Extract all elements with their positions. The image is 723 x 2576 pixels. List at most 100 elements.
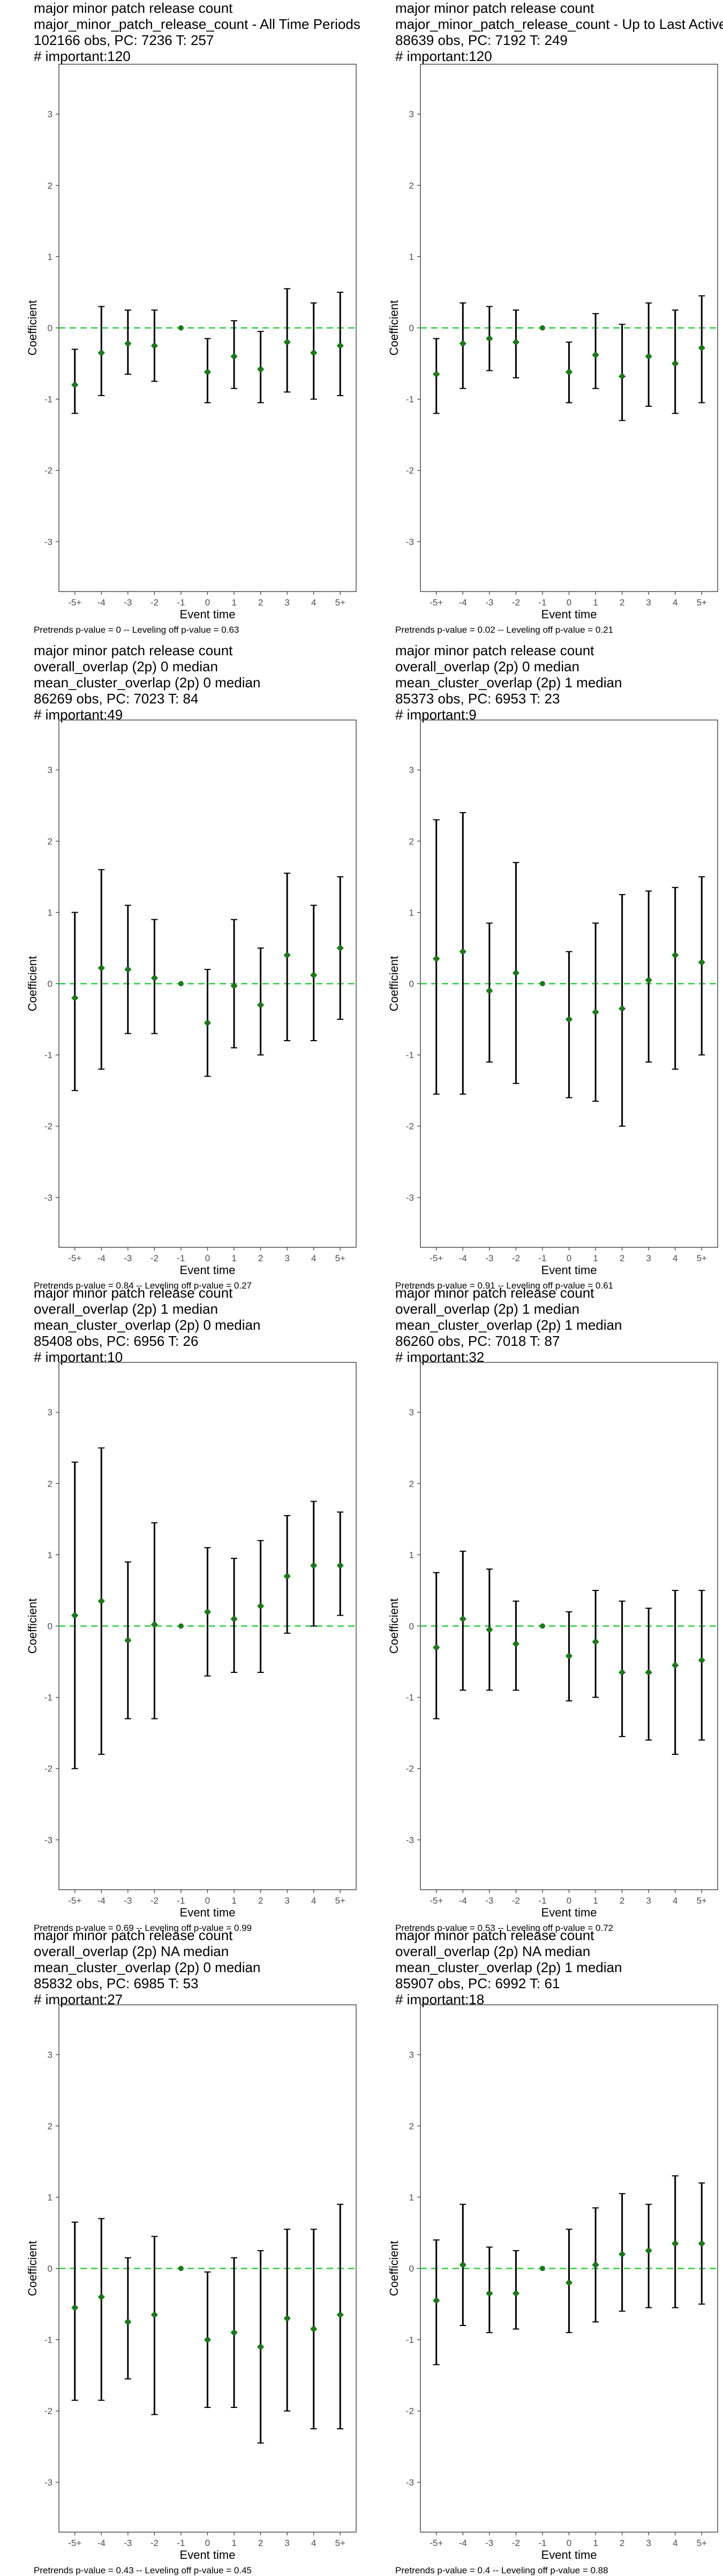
chart-title-line: major minor patch release count <box>34 1285 233 1301</box>
chart-title: major minor patch release count major_min… <box>395 0 723 64</box>
coefficient-point <box>72 2305 78 2310</box>
chart-panel: major minor patch release count overall_o… <box>387 1927 723 2575</box>
coefficient-point <box>539 325 545 331</box>
x-tick-label: 2 <box>258 597 263 608</box>
plot-svg: -3 -2 -1 0 1 2 3 -5+ -4 -3 -2 -1 0 1 2 3 4 5+ Event time Co… <box>26 1362 357 1919</box>
coefficient-point <box>460 2262 466 2268</box>
x-tick-label: -2 <box>150 1253 159 1263</box>
y-tick-label: 0 <box>409 979 414 989</box>
y-axis-title: Coefficient <box>387 2241 401 2297</box>
plot-svg: -3 -2 -1 0 1 2 3 -5+ -4 -3 -2 -1 0 1 2 3 4 5+ Event time Co… <box>26 719 357 1277</box>
y-tick-label: 0 <box>409 2264 414 2274</box>
x-tick-label: -5+ <box>68 2538 81 2548</box>
x-tick-label: -4 <box>459 1253 467 1263</box>
coefficient-point <box>699 2240 705 2246</box>
x-axis-title: Event time <box>180 608 236 621</box>
chart-title: major minor patch release count major_min… <box>34 0 387 64</box>
chart-title-line: 86260 obs, PC: 7018 T: 87 <box>395 1333 560 1349</box>
x-tick-label: 5+ <box>697 597 707 608</box>
chart-title-line: 88639 obs, PC: 7192 T: 249 <box>395 32 568 48</box>
y-tick-label: 3 <box>409 1407 414 1418</box>
chart-title-line: # important:120 <box>395 48 492 64</box>
chart-title-line: 86269 obs, PC: 7023 T: 84 <box>34 691 199 707</box>
x-tick-label: -3 <box>124 2538 132 2548</box>
x-tick-label: 4 <box>311 2538 316 2548</box>
coefficient-point <box>125 2319 131 2325</box>
y-tick-label: 0 <box>409 323 414 334</box>
coefficient-point <box>152 975 157 981</box>
coefficient-point <box>337 2312 343 2318</box>
coefficient-point <box>672 1662 678 1668</box>
coefficient-point <box>152 1622 157 1627</box>
chart-title-line: mean_cluster_overlap (2p) 0 median <box>34 1317 261 1333</box>
y-tick-label: -3 <box>44 1193 52 1203</box>
y-tick-label: 1 <box>48 907 52 918</box>
plot-svg: -3 -2 -1 0 1 2 3 -5+ -4 -3 -2 -1 0 1 2 3 4 5+ Event time Co… <box>387 64 718 621</box>
coefficient-point <box>99 2294 104 2300</box>
chart-title-line: # important:120 <box>34 48 131 64</box>
x-tick-label: -1 <box>538 1896 546 1906</box>
chart-title: major minor patch release count overall_o… <box>395 1285 723 1365</box>
y-tick-label: 2 <box>48 180 52 191</box>
x-tick-label: -4 <box>97 2538 106 2548</box>
y-tick-label: 0 <box>409 1622 414 1632</box>
x-tick-label: 3 <box>284 597 289 608</box>
x-tick-label: -1 <box>177 597 185 608</box>
x-tick-label: 4 <box>311 597 316 608</box>
x-axis-title: Event time <box>541 2548 597 2562</box>
chart-panel: major minor patch release count major_min… <box>26 0 362 642</box>
y-tick-label: 3 <box>409 2050 414 2060</box>
y-tick-label: -1 <box>406 1050 414 1060</box>
coefficient-point <box>72 1612 78 1618</box>
coefficient-point <box>593 2262 599 2268</box>
y-tick-label: 0 <box>48 1622 52 1632</box>
coefficient-point <box>125 340 131 346</box>
y-tick-label: 1 <box>48 252 52 262</box>
pvalue-caption: Pretrends p-value = 0.84 -- Leveling off… <box>34 1281 252 1291</box>
y-tick-label: -1 <box>44 2335 52 2345</box>
coefficient-point <box>311 1563 317 1569</box>
coefficient-point <box>125 966 131 972</box>
x-tick-label: -5+ <box>430 1253 443 1263</box>
x-tick-label: 2 <box>258 1896 263 1906</box>
coefficient-point <box>619 1006 625 1012</box>
coefficient-point <box>99 965 104 971</box>
x-tick-label: 3 <box>646 2538 651 2548</box>
y-tick-label: -2 <box>44 2406 52 2416</box>
x-tick-label: 0 <box>567 1253 571 1263</box>
x-tick-label: 3 <box>284 2538 289 2548</box>
y-tick-label: -1 <box>44 395 52 405</box>
coefficient-point <box>593 352 599 358</box>
x-tick-label: -3 <box>485 1253 493 1263</box>
y-tick-label: 0 <box>48 979 52 989</box>
x-axis-title: Event time <box>541 1263 597 1277</box>
y-tick-label: 1 <box>48 2192 52 2202</box>
chart-panel: major minor patch release count overall_o… <box>387 642 723 1291</box>
coefficient-point <box>513 970 519 976</box>
coefficient-point <box>178 325 184 331</box>
x-tick-label: 5+ <box>697 1253 707 1263</box>
coefficient-point <box>311 350 317 356</box>
y-axis-title: Coefficient <box>26 956 39 1012</box>
coefficient-point <box>178 1623 184 1629</box>
y-tick-label: 3 <box>48 765 52 775</box>
y-axis-title: Coefficient <box>387 300 401 356</box>
chart-title-line: mean_cluster_overlap (2p) 0 median <box>34 675 261 691</box>
coefficient-point <box>646 977 652 983</box>
coefficient-point <box>284 1573 290 1579</box>
coefficient-point <box>513 1641 519 1647</box>
x-tick-label: -5+ <box>68 1253 81 1263</box>
chart-title-line: major minor patch release count <box>395 0 594 16</box>
coefficient-point <box>619 374 625 380</box>
y-tick-label: -1 <box>44 1050 52 1060</box>
x-axis-title: Event time <box>180 1906 236 1919</box>
y-tick-label: 2 <box>409 2121 414 2131</box>
coefficient-point <box>258 366 263 372</box>
x-tick-label: -5+ <box>430 597 443 608</box>
x-tick-label: 2 <box>620 597 624 608</box>
x-tick-label: 0 <box>205 1253 210 1263</box>
coefficient-point <box>699 1657 705 1663</box>
chart-title-line: major minor patch release count <box>34 1927 233 1943</box>
pvalue-caption: Pretrends p-value = 0.69 -- Leveling off… <box>34 1923 252 1933</box>
y-tick-label: -3 <box>406 1835 414 1845</box>
